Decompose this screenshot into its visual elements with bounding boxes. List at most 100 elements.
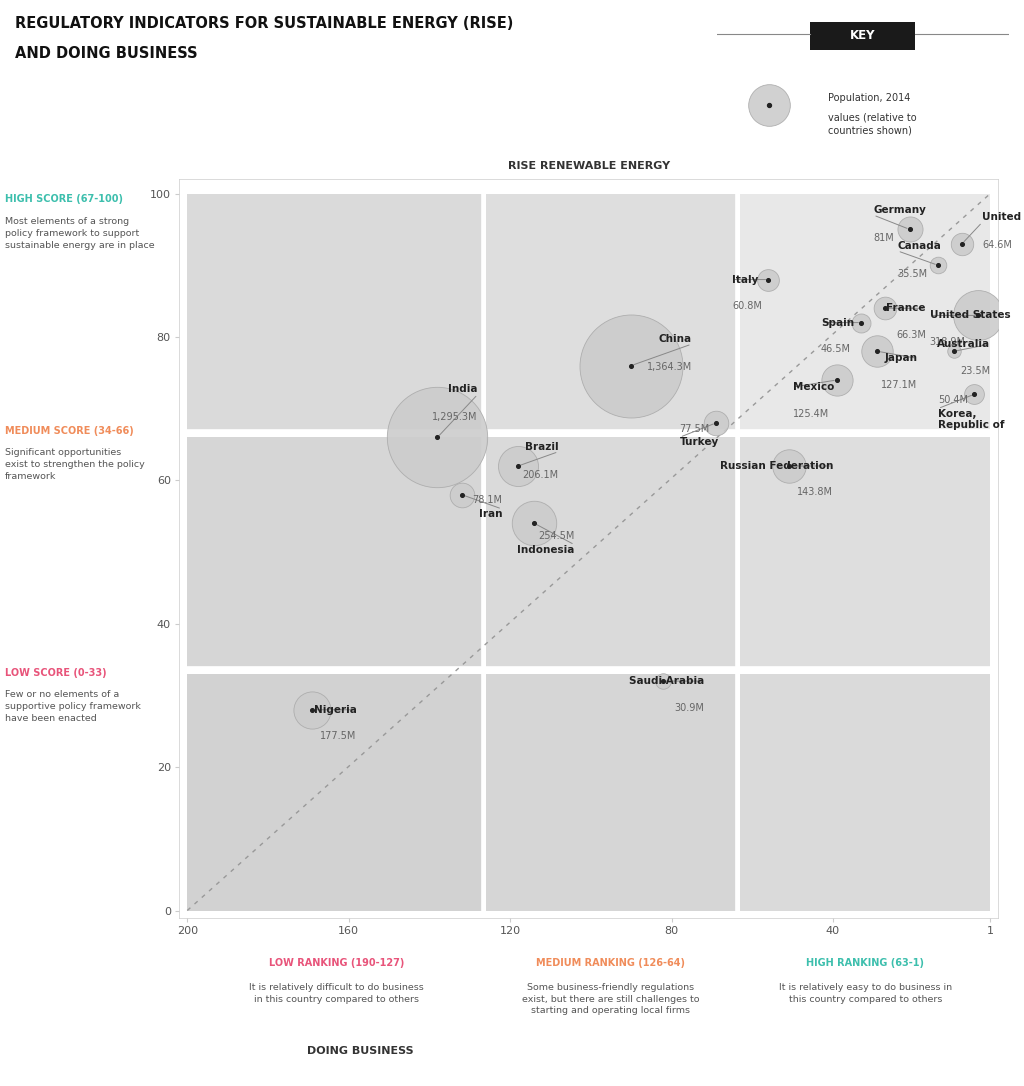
Text: 35.5M: 35.5M [897,269,928,279]
Text: United Kingdom: United Kingdom [982,212,1024,223]
Text: 125.4M: 125.4M [793,408,828,418]
Text: Turkey: Turkey [680,438,719,447]
Text: 77.5M: 77.5M [680,424,710,433]
Point [901,220,918,238]
Text: 81M: 81M [873,233,894,243]
Point [780,457,797,475]
Bar [486,193,736,430]
Point [760,270,776,288]
Text: Iran: Iran [478,509,502,519]
Point [780,457,797,475]
Bar [187,438,482,667]
Point [526,515,543,532]
Text: Nigeria: Nigeria [314,705,356,715]
Point [970,306,986,324]
Point [828,371,845,389]
Point [901,220,918,238]
Text: Russian Federation: Russian Federation [720,460,833,471]
Text: Few or no elements of a
supportive policy framework
have been enacted: Few or no elements of a supportive polic… [5,691,141,723]
Text: LOW SCORE (0-33): LOW SCORE (0-33) [5,669,106,679]
Text: REGULATORY INDICATORS FOR SUSTAINABLE ENERGY (RISE): REGULATORY INDICATORS FOR SUSTAINABLE EN… [15,16,514,31]
Point [869,342,886,359]
Point [970,306,986,324]
Text: Germany: Germany [873,205,926,215]
Text: AND DOING BUSINESS: AND DOING BUSINESS [15,46,198,61]
Point [761,97,777,114]
Text: Spain: Spain [821,317,854,328]
Point [708,414,724,431]
Bar [740,193,990,430]
Text: Mexico: Mexico [793,382,834,392]
Point [966,386,982,403]
Text: France: France [886,303,926,313]
Point [304,702,321,719]
Text: MEDIUM SCORE (34-66): MEDIUM SCORE (34-66) [5,427,134,437]
Text: Japan: Japan [885,353,918,364]
Text: Indonesia: Indonesia [517,545,574,555]
Text: HIGH RANKING (63-1): HIGH RANKING (63-1) [806,958,925,968]
Text: 318.9M: 318.9M [930,337,966,346]
Text: 1,295.3M: 1,295.3M [432,413,478,422]
Point [878,300,894,317]
Text: 60.8M: 60.8M [732,301,762,311]
Text: 177.5M: 177.5M [321,731,356,742]
Point [828,371,845,389]
Point [930,256,946,274]
Point [946,342,963,359]
Text: Saudi Arabia: Saudi Arabia [629,677,703,686]
Text: 64.6M: 64.6M [982,240,1012,250]
Text: Canada: Canada [897,241,941,251]
Point [304,702,321,719]
Point [510,457,526,475]
Point [623,357,639,375]
Point [708,414,724,431]
Text: Italy: Italy [732,275,759,285]
Text: 66.3M: 66.3M [896,330,926,340]
Text: 78.1M: 78.1M [472,495,502,505]
Point [454,485,470,503]
Point [946,342,963,359]
Point [966,386,982,403]
Point [655,672,672,690]
Bar [740,438,990,667]
Point [655,672,672,690]
Text: MEDIUM RANKING (126-64): MEDIUM RANKING (126-64) [537,958,685,968]
Point [853,314,869,331]
Text: KEY: KEY [850,29,876,42]
Text: 143.8M: 143.8M [797,488,833,497]
Bar [740,674,990,910]
Text: 23.5M: 23.5M [961,366,990,376]
Point [760,270,776,288]
Text: HIGH SCORE (67-100): HIGH SCORE (67-100) [5,193,123,203]
Text: Most elements of a strong
policy framework to support
sustainable energy are in : Most elements of a strong policy framewo… [5,217,155,250]
Point [454,485,470,503]
Point [853,314,869,331]
Text: LOW RANKING (190-127): LOW RANKING (190-127) [269,958,404,968]
Point [429,429,445,446]
FancyBboxPatch shape [810,21,915,50]
Text: 50.4M: 50.4M [938,395,968,405]
Point [954,235,971,252]
Point [930,256,946,274]
Point [761,97,777,114]
Text: 46.5M: 46.5M [821,344,851,354]
Text: United States: United States [930,311,1011,320]
Text: Population, 2014: Population, 2014 [827,93,910,103]
Text: China: China [658,334,691,344]
Text: 254.5M: 254.5M [539,531,574,541]
Text: Significant opportunities
exist to strengthen the policy
framework: Significant opportunities exist to stren… [5,449,144,481]
Point [954,235,971,252]
Text: values (relative to
countries shown): values (relative to countries shown) [827,113,916,136]
Text: 127.1M: 127.1M [882,380,918,390]
Point [869,342,886,359]
Text: RISE RENEWABLE ENERGY: RISE RENEWABLE ENERGY [508,161,670,171]
Bar [187,674,482,910]
Text: 30.9M: 30.9M [674,703,703,712]
Text: 206.1M: 206.1M [522,469,558,480]
Text: Korea,
Republic of: Korea, Republic of [938,408,1005,430]
Bar [486,438,736,667]
Text: 1,364.3M: 1,364.3M [646,362,691,372]
Bar [187,193,482,430]
Text: DOING BUSINESS: DOING BUSINESS [307,1046,414,1056]
Text: It is relatively easy to do business in
this country compared to others: It is relatively easy to do business in … [778,983,951,1003]
